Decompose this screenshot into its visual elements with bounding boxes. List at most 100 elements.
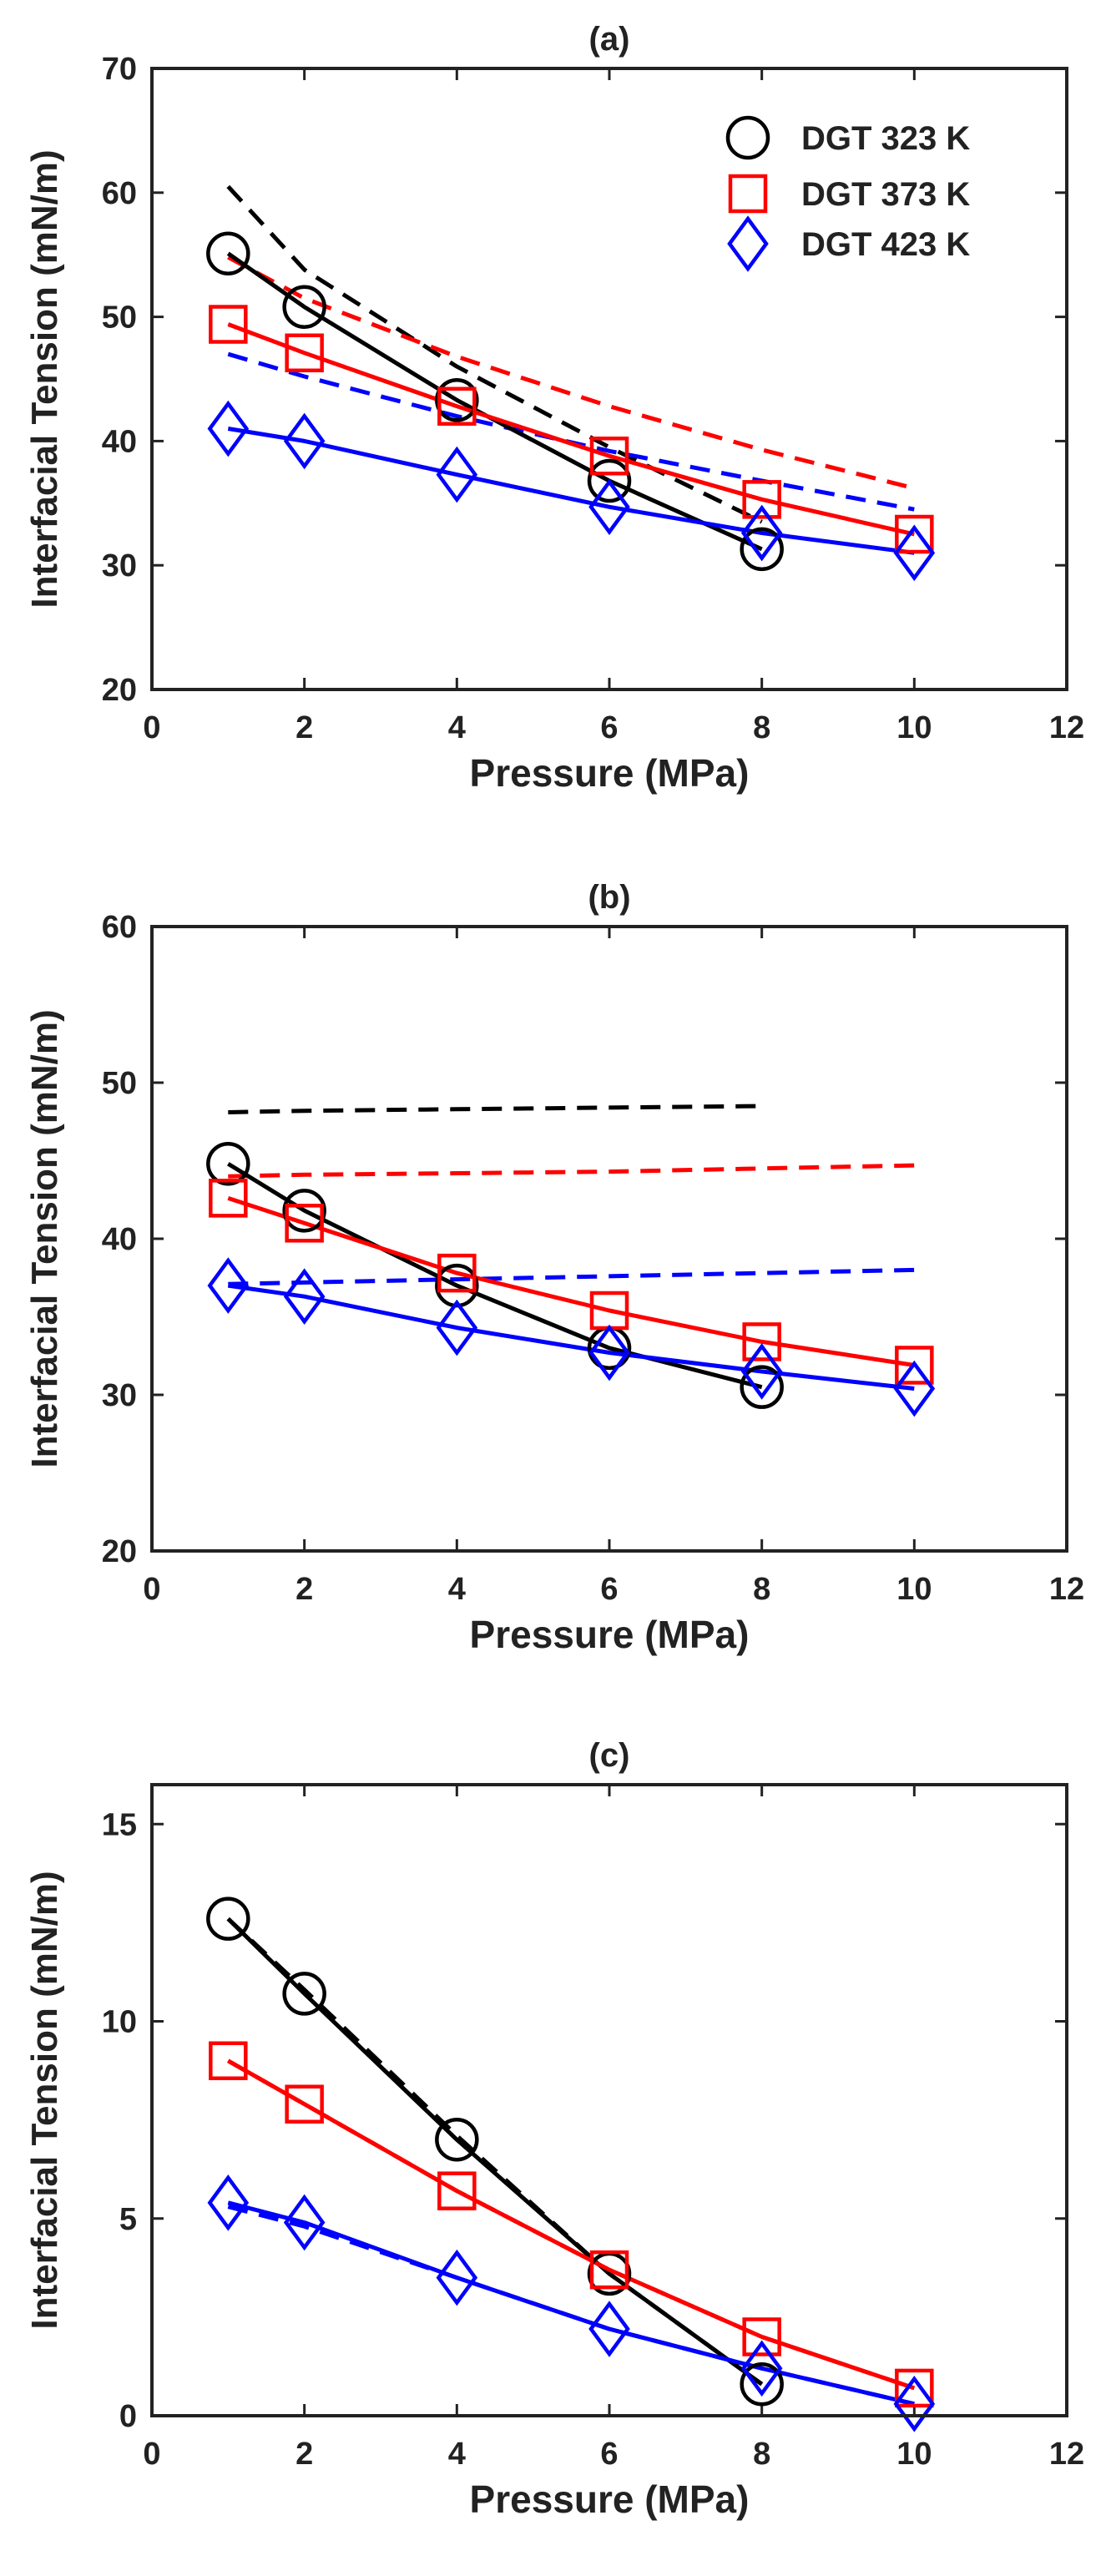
dashed-line-dgt-373-k-dashed- <box>228 1163 915 1179</box>
series-line-dgt-323-k <box>226 251 763 552</box>
y-tick-label: 60 <box>102 910 137 945</box>
data-point-square <box>742 1322 781 1361</box>
y-tick-label: 0 <box>119 2399 137 2434</box>
data-point-square <box>437 1253 477 1293</box>
data-point-diamond <box>283 2194 326 2251</box>
series-line-dgt-373-k <box>227 1196 915 1367</box>
y-tick-label: 60 <box>102 176 137 211</box>
data-point-diamond <box>207 1257 250 1314</box>
y-axis-label: Interfacial Tension (mN/m) <box>24 1009 65 1467</box>
chart-panel-2: 0 2 4 6 8 10 12 0 5 10 15 (c) Pressure (MPa) Interfac… <box>24 1737 1084 2521</box>
data-point-diamond <box>893 1360 936 1417</box>
axes-frame <box>150 1783 1068 2417</box>
data-point-circle <box>282 1972 326 2016</box>
y-tick-label: 15 <box>102 1807 137 1842</box>
data-point-diamond <box>436 446 478 503</box>
x-tick-label: 12 <box>1049 2437 1084 2472</box>
series-line-dgt-423-k <box>227 2200 915 2407</box>
plot-area <box>152 68 1067 689</box>
x-axis-label: Pressure (MPa) <box>470 751 750 795</box>
data-point-square <box>209 2041 248 2080</box>
x-tick-label: 0 <box>143 1572 160 1607</box>
series-line-dgt-373-k <box>227 2058 916 2391</box>
y-tick-label: 20 <box>102 673 137 708</box>
y-tick-label: 30 <box>102 1378 137 1413</box>
data-point-square <box>589 2250 629 2290</box>
x-tick-label: 6 <box>600 1572 618 1607</box>
chart-panel-0: 0 2 4 6 8 10 12 20 30 40 50 60 70 (a) Pressure (MPa) In… <box>24 21 1084 795</box>
data-point-square <box>437 386 477 426</box>
data-point-diamond <box>207 2174 250 2231</box>
legend-label: DGT 323 K <box>801 120 970 157</box>
chart-title: (b) <box>588 879 630 916</box>
data-point-square <box>742 480 781 519</box>
legend-label: DGT 373 K <box>801 176 970 213</box>
data-point-diamond <box>207 400 250 457</box>
legend-label: DGT 423 K <box>801 226 970 263</box>
x-tick-label: 12 <box>1049 1572 1084 1607</box>
data-point-square <box>285 2084 324 2124</box>
series-line-dgt-373-k <box>227 322 915 537</box>
legend-marker-square <box>728 174 768 214</box>
data-point-circle <box>435 2118 479 2162</box>
x-tick-label: 4 <box>448 1572 466 1607</box>
data-point-circle <box>282 285 326 329</box>
data-point-diamond <box>740 504 783 562</box>
x-tick-label: 8 <box>753 2437 770 2472</box>
series-line-dgt-423-k <box>227 427 915 555</box>
x-tick-label: 4 <box>448 2437 466 2472</box>
legend-marker-circle <box>725 115 770 160</box>
x-tick-label: 10 <box>896 1572 932 1607</box>
y-tick-label: 40 <box>102 1222 137 1257</box>
y-tick-label: 5 <box>119 2202 137 2237</box>
x-tick-label: 10 <box>896 710 932 745</box>
legend-marker-diamond <box>727 215 769 272</box>
y-axis-label: Interfacial Tension (mN/m) <box>24 149 65 608</box>
data-point-diamond <box>436 2249 478 2306</box>
x-tick-label: 6 <box>600 710 618 745</box>
chart-title: (c) <box>589 1737 630 1774</box>
data-point-square <box>285 333 324 373</box>
x-tick-label: 2 <box>295 1572 313 1607</box>
data-point-square <box>589 437 629 476</box>
x-axis-label: Pressure (MPa) <box>470 2478 750 2521</box>
chart-panel-1: 0 2 4 6 8 10 12 20 30 40 50 60 (b) Pressure (MPa) Inte… <box>24 879 1084 1656</box>
data-point-diamond <box>740 1343 783 1400</box>
series-line-dgt-423-k <box>227 1283 915 1391</box>
x-axis-label: Pressure (MPa) <box>470 1613 750 1656</box>
data-point-circle <box>206 1141 250 1186</box>
data-point-diamond <box>893 2376 936 2432</box>
data-point-circle <box>206 1897 250 1941</box>
data-point-circle <box>206 231 250 275</box>
data-point-circle <box>282 1189 326 1233</box>
y-tick-label: 70 <box>102 52 137 87</box>
series-line-dgt-323-k <box>226 1917 764 2387</box>
data-point-square <box>895 2368 934 2408</box>
data-point-diamond <box>588 478 630 536</box>
data-point-circle <box>740 527 784 572</box>
data-point-circle <box>587 458 632 503</box>
x-tick-label: 10 <box>896 2437 932 2472</box>
x-tick-label: 8 <box>753 710 770 745</box>
data-point-square <box>437 2171 477 2210</box>
data-point-diamond <box>588 2301 630 2357</box>
y-tick-label: 20 <box>102 1534 137 1569</box>
dashed-line-dgt-323-k-dashed- <box>228 1104 762 1114</box>
data-point-diamond <box>740 2340 783 2397</box>
x-tick-label: 8 <box>753 1572 770 1607</box>
x-tick-label: 2 <box>295 710 313 745</box>
y-tick-label: 10 <box>102 2005 137 2040</box>
data-point-square <box>209 305 248 344</box>
x-tick-label: 2 <box>295 2437 313 2472</box>
axes-frame <box>150 925 1068 1553</box>
dashed-line-dgt-423-k-dashed- <box>227 351 915 512</box>
data-point-circle <box>740 1365 784 1409</box>
data-point-square <box>209 1179 248 1218</box>
data-point-square <box>742 2317 781 2356</box>
plot-area <box>152 1785 1067 2416</box>
y-tick-label: 50 <box>102 301 137 336</box>
data-point-square <box>895 1346 934 1385</box>
y-tick-label: 30 <box>102 548 137 583</box>
x-tick-label: 0 <box>143 2437 160 2472</box>
